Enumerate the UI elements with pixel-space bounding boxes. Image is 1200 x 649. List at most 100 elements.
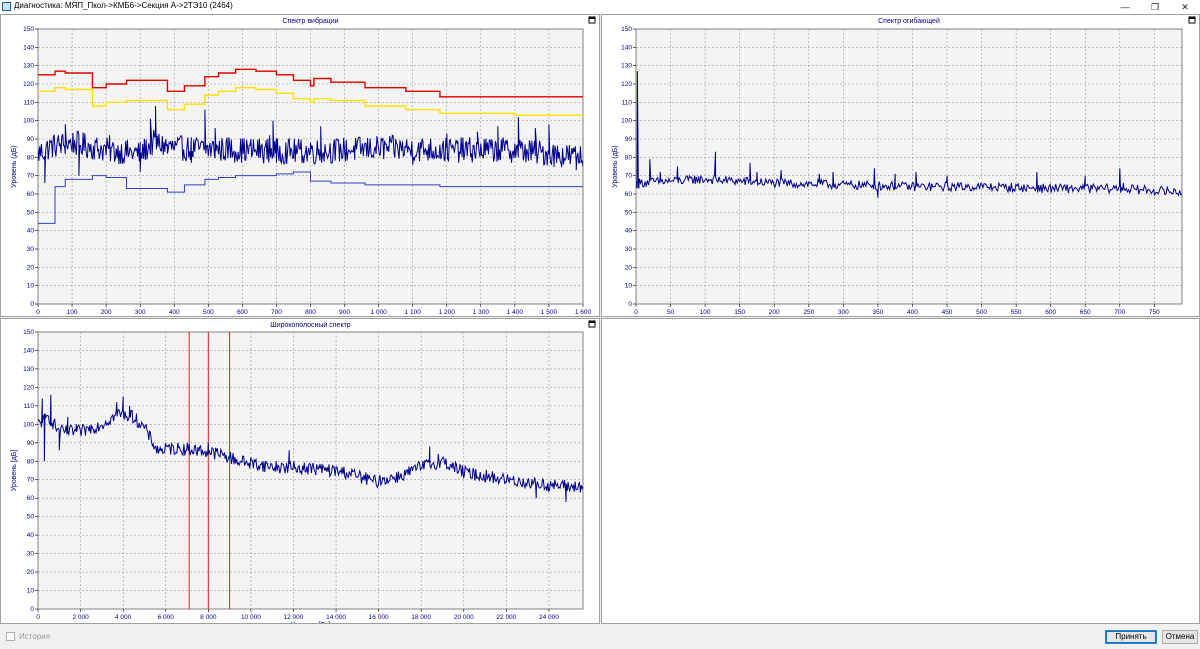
x-tick-label: 4 000	[115, 614, 132, 621]
window-title: Диагностика: МЯП_Пкол->КМБ6->Секция А->2…	[14, 1, 233, 10]
y-tick-label: 150	[621, 26, 632, 33]
x-tick-label: 20 000	[454, 614, 474, 621]
y-tick-label: 60	[27, 191, 35, 198]
x-tick-label: 400	[169, 309, 180, 316]
envelope-spectrum-panel: Спектр огибающей 0 10 20 30 40 50 60 70 80 90 100 11…	[601, 14, 1200, 317]
y-tick-label: 110	[24, 99, 35, 106]
y-tick-label: 70	[27, 173, 35, 180]
x-tick-label: 24 000	[539, 614, 559, 621]
y-tick-label: 0	[30, 606, 34, 613]
y-tick-label: 130	[23, 63, 34, 70]
y-tick-label: 140	[621, 44, 632, 51]
x-tick-label: 100	[67, 309, 78, 316]
y-tick-label: 140	[23, 44, 34, 51]
y-tick-label: 130	[23, 366, 34, 373]
x-tick-label: 10 000	[241, 614, 261, 621]
x-tick-label: 1 200	[439, 309, 456, 316]
y-tick-label: 40	[27, 228, 35, 235]
y-axis-label: Уровень (дБ)	[612, 145, 619, 187]
y-tick-label: 0	[30, 301, 34, 308]
envelope-spectrum-chart[interactable]: Спектр огибающей 0 10 20 30 40 50 60 70 80 90 100 11…	[602, 15, 1199, 316]
x-tick-label: 600	[1045, 309, 1056, 316]
x-tick-label: 500	[976, 309, 987, 316]
accept-button[interactable]: Принять	[1105, 630, 1157, 644]
x-tick-label: 1 000	[370, 309, 387, 316]
maximize-button[interactable]: ❐	[1150, 2, 1160, 12]
x-tick-label: 450	[942, 309, 953, 316]
chart-title: Спектр огибающей	[878, 17, 940, 25]
x-tick-label: 1 100	[405, 309, 422, 316]
chart-title: Спектр вибрации	[282, 17, 338, 25]
y-tick-label: 80	[27, 154, 35, 161]
panel-maximize-icon-bar	[589, 321, 595, 323]
blue-limit-series	[38, 171, 583, 224]
x-tick-label: 700	[1114, 309, 1125, 316]
x-tick-label: 8 000	[200, 614, 217, 621]
y-axis-label: Уровень (дБ)	[11, 145, 18, 187]
x-tick-label: 0	[36, 614, 40, 621]
plot-area	[37, 331, 584, 610]
y-tick-label: 150	[23, 329, 34, 336]
y-tick-label: 40	[625, 228, 633, 235]
y-tick-label: 30	[625, 246, 633, 253]
x-tick-label: 6 000	[158, 614, 175, 621]
x-tick-label: 1 500	[541, 309, 558, 316]
x-tick-label: 2 000	[72, 614, 89, 621]
y-tick-label: 60	[27, 495, 35, 502]
y-tick-label: 50	[27, 514, 35, 521]
signal-series	[636, 71, 1182, 198]
x-tick-label: 700	[271, 309, 282, 316]
y-tick-label: 100	[23, 118, 34, 125]
x-tick-label: 100	[700, 309, 711, 316]
minimize-button[interactable]: —	[1120, 2, 1130, 12]
x-tick-label: 900	[339, 309, 350, 316]
plot-area	[635, 28, 1183, 305]
x-tick-label: 14 000	[326, 614, 346, 621]
y-tick-label: 150	[23, 26, 34, 33]
y-tick-label: 30	[27, 246, 35, 253]
vibration-spectrum-panel: Спектр вибрации 0 10 20 30 40 50 60 70 80 90 100 110…	[0, 14, 600, 317]
x-tick-label: 300	[135, 309, 146, 316]
y-tick-label: 20	[625, 264, 633, 271]
y-tick-label: 10	[27, 588, 35, 595]
y-tick-label: 70	[625, 173, 633, 180]
y-tick-label: 50	[625, 209, 633, 216]
y-tick-label: 120	[23, 81, 34, 88]
history-label: История	[19, 632, 51, 641]
x-tick-label: 800	[305, 309, 316, 316]
x-tick-label: 12 000	[284, 614, 304, 621]
history-checkbox[interactable]: История	[6, 632, 50, 641]
close-button[interactable]: ✕	[1181, 2, 1189, 12]
signal-series	[38, 105, 583, 184]
y-tick-label: 0	[628, 301, 632, 308]
y-tick-label: 120	[23, 384, 34, 391]
x-axis-label: Частота [Гц]	[291, 622, 331, 623]
x-tick-label: 400	[907, 309, 918, 316]
yellow-limit-series	[38, 86, 583, 117]
x-tick-label: 0	[634, 309, 638, 316]
y-axis-label: Уровень [дБ]	[11, 450, 18, 492]
y-tick-label: 110	[24, 403, 35, 410]
x-tick-label: 500	[203, 309, 214, 316]
x-tick-label: 550	[1011, 309, 1022, 316]
y-tick-label: 70	[27, 477, 35, 484]
y-tick-label: 20	[27, 264, 35, 271]
x-tick-label: 0	[36, 309, 40, 316]
x-tick-label: 350	[872, 309, 883, 316]
cancel-button[interactable]: Отмена	[1162, 630, 1198, 644]
window-title-bar: Диагностика: МЯП_Пкол->КМБ6->Секция А->2…	[0, 0, 1200, 14]
y-tick-label: 10	[625, 283, 633, 290]
y-tick-label: 50	[27, 209, 35, 216]
x-tick-label: 150	[734, 309, 745, 316]
x-tick-label: 1 600	[575, 309, 592, 316]
checkbox-icon[interactable]	[6, 632, 15, 641]
vibration-spectrum-chart[interactable]: Спектр вибрации 0 10 20 30 40 50 60 70 80 90 100 110…	[1, 15, 599, 316]
y-tick-label: 60	[625, 191, 633, 198]
x-tick-label: 600	[237, 309, 248, 316]
wideband-spectrum-chart[interactable]: Широкополосный спектр 0 10 20 30 40 50 60 70 80 90…	[1, 319, 599, 623]
y-tick-label: 100	[23, 421, 34, 428]
chart-title: Широкополосный спектр	[270, 321, 351, 329]
y-tick-label: 90	[625, 136, 633, 143]
x-tick-label: 300	[838, 309, 849, 316]
wideband-spectrum-panel: Широкополосный спектр 0 10 20 30 40 50 60 70 80 90…	[0, 318, 600, 624]
